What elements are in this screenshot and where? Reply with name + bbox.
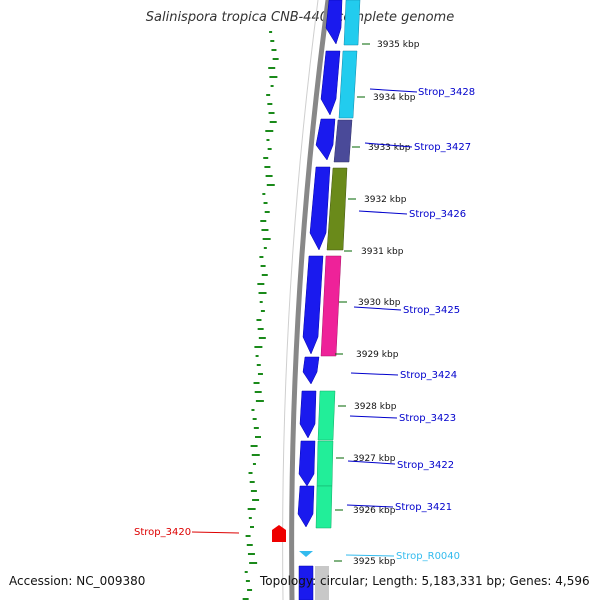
gene-arrow (315, 118, 336, 161)
gene-arrow (320, 50, 341, 116)
gene-label-strop-3421[interactable]: Strop_3421 (395, 502, 452, 513)
leader-line (353, 306, 402, 311)
gene-arrow (309, 166, 331, 251)
grey-track-segment (315, 566, 329, 600)
rna-gene-arrow (299, 551, 313, 557)
forward-gene-track (297, 0, 343, 600)
gene-label-strop-3420[interactable]: Strop_3420 (134, 527, 191, 538)
cog-block (343, 0, 361, 46)
kbp-label: 3935 kbp (377, 40, 420, 50)
kbp-scale (334, 43, 370, 562)
kbp-label: 3934 kbp (373, 93, 416, 103)
cog-block (315, 485, 333, 529)
kbp-label: 3926 kbp (353, 506, 396, 516)
gene-label-strop-3428[interactable]: Strop_3428 (418, 87, 475, 98)
leader-line (191, 531, 240, 534)
cog-block (317, 390, 336, 441)
gene-label-strop-3422[interactable]: Strop_3422 (397, 460, 454, 471)
kbp-label: 3931 kbp (361, 247, 404, 257)
kbp-label: 3932 kbp (364, 195, 407, 205)
gene-label-strop-3425[interactable]: Strop_3425 (403, 305, 460, 316)
gene-label-strop-3426[interactable]: Strop_3426 (409, 209, 466, 220)
gene-arrow (298, 440, 316, 487)
leader-line (346, 504, 394, 508)
backbone-arc (289, 0, 331, 600)
gene-label-strop-r0040[interactable]: Strop_R0040 (396, 551, 460, 562)
leader-line (350, 372, 399, 376)
accession-label: Accession: NC_009380 (9, 574, 146, 588)
reverse-gene-marker[interactable] (272, 525, 286, 542)
kbp-label: 3928 kbp (354, 402, 397, 412)
kbp-label: 3930 kbp (358, 298, 401, 308)
genome-summary: Topology: circular; Length: 5,183,331 bp… (260, 574, 590, 588)
gene-arrow (299, 390, 317, 439)
cog-block (316, 440, 334, 487)
leader-line (349, 415, 398, 419)
gene-arrow (302, 255, 324, 355)
gene-label-strop-3423[interactable]: Strop_3423 (399, 413, 456, 424)
kbp-label: 3927 kbp (353, 454, 396, 464)
kbp-label: 3925 kbp (353, 557, 396, 567)
cog-block (333, 119, 353, 163)
gene-label-leaders (191, 88, 418, 557)
leader-line (358, 210, 408, 215)
gene-label-strop-3427[interactable]: Strop_3427 (414, 142, 471, 153)
leader-line (347, 460, 396, 465)
gene-arrow (325, 0, 343, 45)
leader-line (369, 88, 418, 93)
leader-line (345, 554, 395, 557)
cog-block (338, 50, 358, 119)
cog-block (326, 167, 348, 251)
gene-arrow (302, 356, 320, 385)
inner-arc (282, 0, 319, 600)
map-title: Salinispora tropica CNB-440, complete ge… (145, 10, 455, 25)
gene-arrow (297, 485, 315, 528)
kbp-label: 3929 kbp (356, 350, 399, 360)
kbp-labels: 3935 kbp 3934 kbp 3933 kbp 3932 kbp 3931… (353, 40, 420, 567)
cog-track (315, 0, 361, 529)
gene-arrow (298, 565, 314, 600)
kbp-label: 3933 kbp (368, 143, 411, 153)
cog-block (320, 255, 342, 357)
gene-label-strop-3424[interactable]: Strop_3424 (400, 370, 457, 381)
gene-labels: Strop_3428 Strop_3427 Strop_3426 Strop_3… (134, 87, 475, 562)
gc-skew-track (242, 31, 279, 600)
leader-line (364, 142, 413, 148)
